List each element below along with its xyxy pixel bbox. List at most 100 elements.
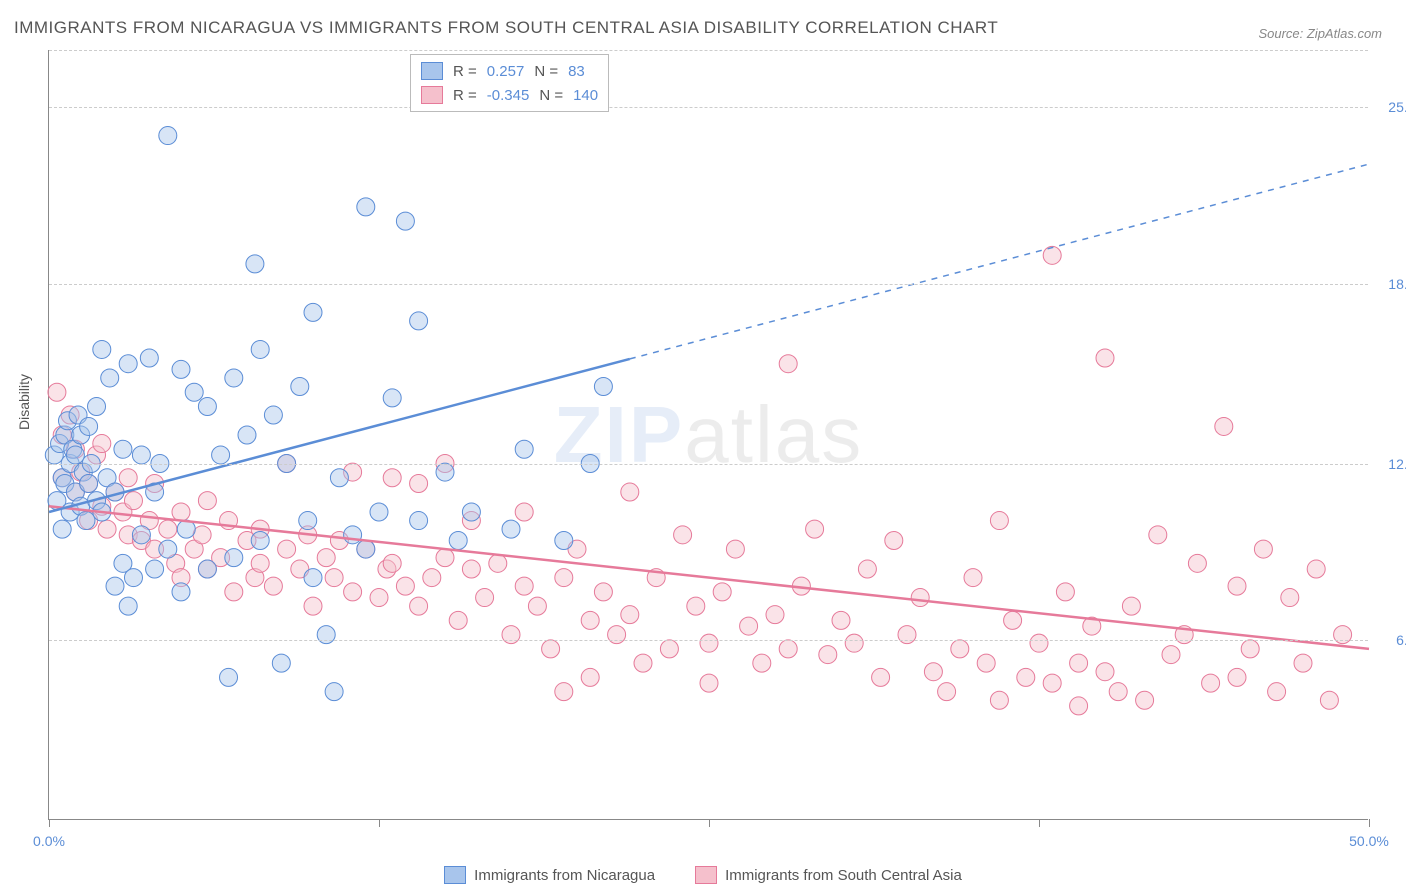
data-point bbox=[924, 663, 942, 681]
data-point bbox=[357, 198, 375, 216]
data-point bbox=[476, 589, 494, 607]
data-point bbox=[462, 503, 480, 521]
data-point bbox=[1202, 674, 1220, 692]
data-point bbox=[594, 583, 612, 601]
data-point bbox=[119, 469, 137, 487]
swatch-series1 bbox=[421, 62, 443, 80]
data-point bbox=[264, 406, 282, 424]
data-point bbox=[1056, 583, 1074, 601]
data-point bbox=[330, 469, 348, 487]
data-point bbox=[990, 512, 1008, 530]
data-point bbox=[1136, 691, 1154, 709]
data-point bbox=[344, 583, 362, 601]
data-point bbox=[621, 606, 639, 624]
data-point bbox=[674, 526, 692, 544]
data-point bbox=[212, 446, 230, 464]
stats-row-series2: R = -0.345 N = 140 bbox=[421, 83, 598, 107]
data-point bbox=[317, 549, 335, 567]
data-point bbox=[1228, 577, 1246, 595]
data-point bbox=[951, 640, 969, 658]
legend-label-series2: Immigrants from South Central Asia bbox=[725, 867, 962, 884]
data-point bbox=[1281, 589, 1299, 607]
data-point bbox=[304, 303, 322, 321]
r-label-2: R = bbox=[453, 87, 477, 104]
data-point bbox=[555, 683, 573, 701]
data-point bbox=[938, 683, 956, 701]
data-point bbox=[1228, 668, 1246, 686]
data-point bbox=[198, 492, 216, 510]
data-point bbox=[1109, 683, 1127, 701]
data-point bbox=[370, 589, 388, 607]
data-point bbox=[1241, 640, 1259, 658]
data-point bbox=[726, 540, 744, 558]
data-point bbox=[198, 397, 216, 415]
data-point bbox=[172, 360, 190, 378]
data-point bbox=[449, 532, 467, 550]
data-point bbox=[304, 597, 322, 615]
chart-plot-area: ZIPatlas 6.3%12.5%18.8%25.0%0.0%50.0% bbox=[48, 50, 1368, 820]
data-point bbox=[832, 611, 850, 629]
data-point bbox=[119, 597, 137, 615]
bottom-legend: Immigrants from Nicaragua Immigrants fro… bbox=[0, 866, 1406, 884]
data-point bbox=[1030, 634, 1048, 652]
data-point bbox=[1215, 417, 1233, 435]
data-point bbox=[819, 646, 837, 664]
data-point bbox=[132, 446, 150, 464]
chart-title: IMMIGRANTS FROM NICARAGUA VS IMMIGRANTS … bbox=[14, 18, 998, 38]
data-point bbox=[911, 589, 929, 607]
data-point bbox=[383, 389, 401, 407]
data-point bbox=[193, 526, 211, 544]
r-value-1: 0.257 bbox=[487, 63, 525, 80]
y-tick-label: 6.3% bbox=[1396, 632, 1406, 648]
data-point bbox=[325, 683, 343, 701]
data-point bbox=[48, 383, 66, 401]
data-point bbox=[872, 668, 890, 686]
data-point bbox=[159, 127, 177, 145]
data-point bbox=[272, 654, 290, 672]
data-point bbox=[1268, 683, 1286, 701]
data-point bbox=[370, 503, 388, 521]
x-tick-label-end: 50.0% bbox=[1349, 833, 1389, 849]
data-point bbox=[93, 435, 111, 453]
data-point bbox=[436, 463, 454, 481]
data-point bbox=[700, 634, 718, 652]
data-point bbox=[462, 560, 480, 578]
data-point bbox=[555, 569, 573, 587]
data-point bbox=[159, 520, 177, 538]
x-tick bbox=[1039, 819, 1040, 827]
data-point bbox=[423, 569, 441, 587]
data-point bbox=[1307, 560, 1325, 578]
data-point bbox=[106, 577, 124, 595]
data-point bbox=[251, 554, 269, 572]
data-point bbox=[1017, 668, 1035, 686]
y-tick-label: 12.5% bbox=[1388, 456, 1406, 472]
data-point bbox=[1043, 674, 1061, 692]
gridline bbox=[49, 107, 1368, 108]
data-point bbox=[225, 369, 243, 387]
data-point bbox=[1254, 540, 1272, 558]
data-point bbox=[542, 640, 560, 658]
data-point bbox=[687, 597, 705, 615]
data-point bbox=[101, 369, 119, 387]
data-point bbox=[251, 340, 269, 358]
data-point bbox=[238, 426, 256, 444]
data-point bbox=[396, 212, 414, 230]
data-point bbox=[977, 654, 995, 672]
data-point bbox=[779, 640, 797, 658]
legend-label-series1: Immigrants from Nicaragua bbox=[474, 867, 655, 884]
r-label-1: R = bbox=[453, 63, 477, 80]
data-point bbox=[159, 540, 177, 558]
data-point bbox=[291, 378, 309, 396]
data-point bbox=[251, 532, 269, 550]
data-point bbox=[990, 691, 1008, 709]
x-tick bbox=[709, 819, 710, 827]
data-point bbox=[246, 255, 264, 273]
data-point bbox=[436, 549, 454, 567]
data-point bbox=[489, 554, 507, 572]
y-tick-label: 25.0% bbox=[1388, 99, 1406, 115]
data-point bbox=[1096, 663, 1114, 681]
data-point bbox=[124, 569, 142, 587]
data-point bbox=[700, 674, 718, 692]
data-point bbox=[660, 640, 678, 658]
data-point bbox=[410, 597, 428, 615]
